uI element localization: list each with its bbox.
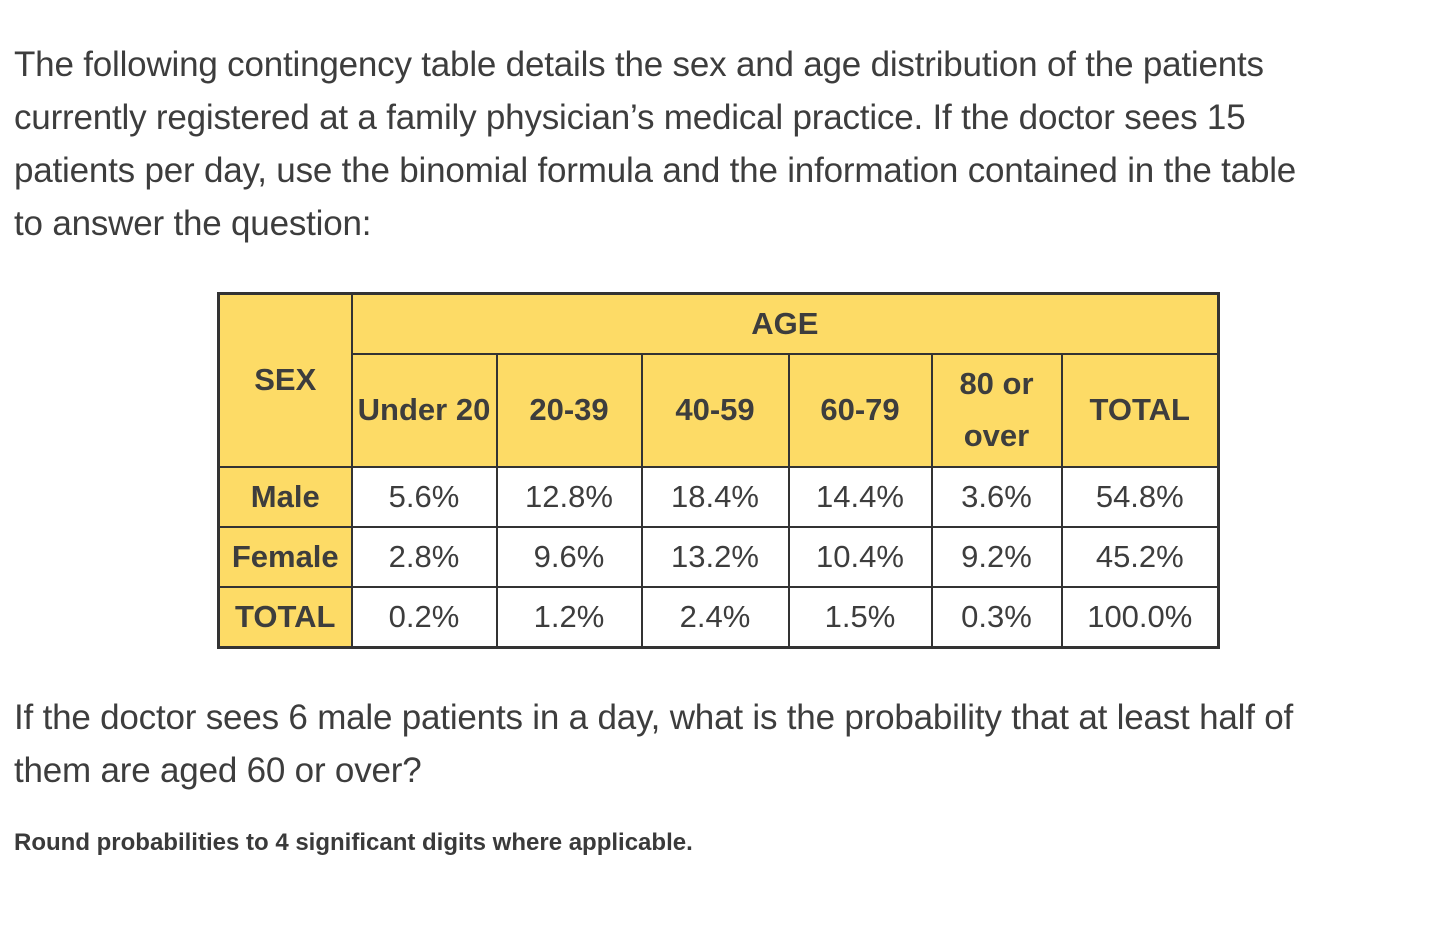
data-cell: 54.8% [1060,465,1220,528]
data-cell: 10.4% [787,525,933,588]
data-cell: 1.2% [495,585,643,649]
table-header-row-columns: Under 20 20-39 40-59 60-79 80 or over TO… [219,352,1220,468]
data-cell: 9.6% [495,525,643,588]
data-cell: 0.2% [350,585,498,649]
column-header-80-or-over: 80 or over [930,352,1063,468]
sex-header-cell: SEX [217,292,353,468]
data-cell: 2.8% [350,525,498,588]
data-cell: 9.2% [930,525,1063,588]
row-label-female: Female [217,525,353,588]
data-cell: 5.6% [350,465,498,528]
column-header-20-39: 20-39 [495,352,643,468]
table-header-row-age: SEX AGE [217,292,1220,468]
data-cell: 3.6% [930,465,1063,528]
question-paragraph: If the doctor sees 6 male patients in a … [14,698,1294,790]
contingency-table-wrap: SEX AGE Under 20 20-39 40-59 60-79 80 or… [217,292,1420,649]
data-cell: 1.5% [787,585,933,649]
data-cell: 100.0% [1060,585,1220,649]
column-header-60-79: 60-79 [787,352,933,468]
data-cell: 18.4% [640,465,790,528]
row-label-total: TOTAL [217,585,353,649]
question-page: The following contingency table details … [0,38,1444,859]
contingency-table: SEX AGE Under 20 20-39 40-59 60-79 80 or… [217,292,1221,649]
row-label-male: Male [217,465,353,528]
intro-paragraph: The following contingency table details … [14,45,1297,243]
data-cell: 13.2% [640,525,790,588]
data-cell: 12.8% [495,465,643,528]
rounding-note: Round probabilities to 4 significant dig… [14,829,693,856]
data-cell: 0.3% [930,585,1063,649]
age-header-cell: AGE [350,292,1220,355]
column-header-total: TOTAL [1060,352,1220,468]
table-row-female: Female 2.8% 9.6% 13.2% 10.4% 9.2% 45.2% [217,525,1220,588]
data-cell: 45.2% [1060,525,1220,588]
data-cell: 14.4% [787,465,933,528]
table-row-male: Male 5.6% 12.8% 18.4% 14.4% 3.6% 54.8% [217,465,1220,528]
data-cell: 2.4% [640,585,790,649]
column-header-under-20: Under 20 [350,352,498,468]
column-header-40-59: 40-59 [640,352,790,468]
table-row-total: TOTAL 0.2% 1.2% 2.4% 1.5% 0.3% 100.0% [217,585,1220,649]
